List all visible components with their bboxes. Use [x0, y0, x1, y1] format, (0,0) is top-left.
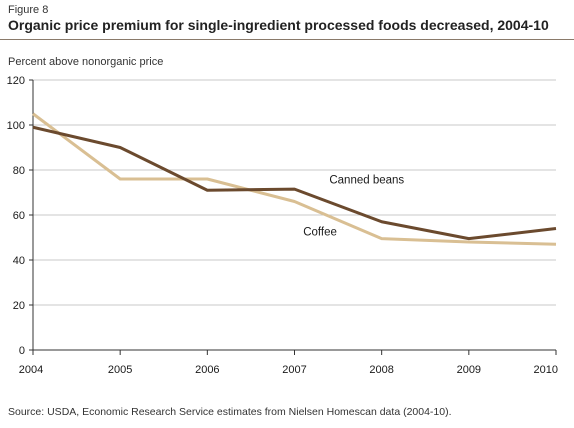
series-line-coffee — [32, 112, 557, 246]
x-tick-label: 2008 — [369, 364, 393, 376]
figure-label: Figure 8 — [8, 4, 49, 16]
gridlines — [33, 79, 556, 306]
y-tick-label: 120 — [7, 75, 25, 87]
series-lines — [32, 112, 557, 246]
x-tick-label: 2004 — [19, 364, 43, 376]
source-note: Source: USDA, Economic Research Service … — [8, 406, 452, 418]
x-tick-label: 2005 — [108, 364, 132, 376]
chart-title: Organic price premium for single-ingredi… — [8, 17, 549, 33]
series-line-canned-beans — [32, 125, 557, 241]
x-tick-label: 2006 — [195, 364, 219, 376]
line-chart: 0 20 40 60 80 100 120 2004 2005 2006 2007 2008 2009 2… — [7, 75, 558, 376]
x-tick-label: 2007 — [282, 364, 306, 376]
y-tick-label: 20 — [13, 300, 25, 312]
axes: 0 20 40 60 80 100 120 2004 2005 2006 2007 2008 2009 2… — [7, 75, 558, 376]
y-tick-label: 80 — [13, 165, 25, 177]
x-tick-label: 2009 — [457, 364, 481, 376]
series-label-canned-beans: Canned beans — [329, 175, 404, 187]
y-tick-label: 100 — [7, 120, 25, 132]
y-tick-label: 60 — [13, 210, 25, 222]
series-labels: Canned beans Coffee — [303, 175, 404, 239]
y-tick-label: 0 — [19, 345, 25, 357]
title-rule — [0, 39, 574, 40]
y-tick-label: 40 — [13, 255, 25, 267]
series-label-coffee: Coffee — [303, 226, 337, 238]
x-tick-label: 2010 — [534, 364, 558, 376]
y-axis-label: Percent above nonorganic price — [8, 56, 164, 68]
